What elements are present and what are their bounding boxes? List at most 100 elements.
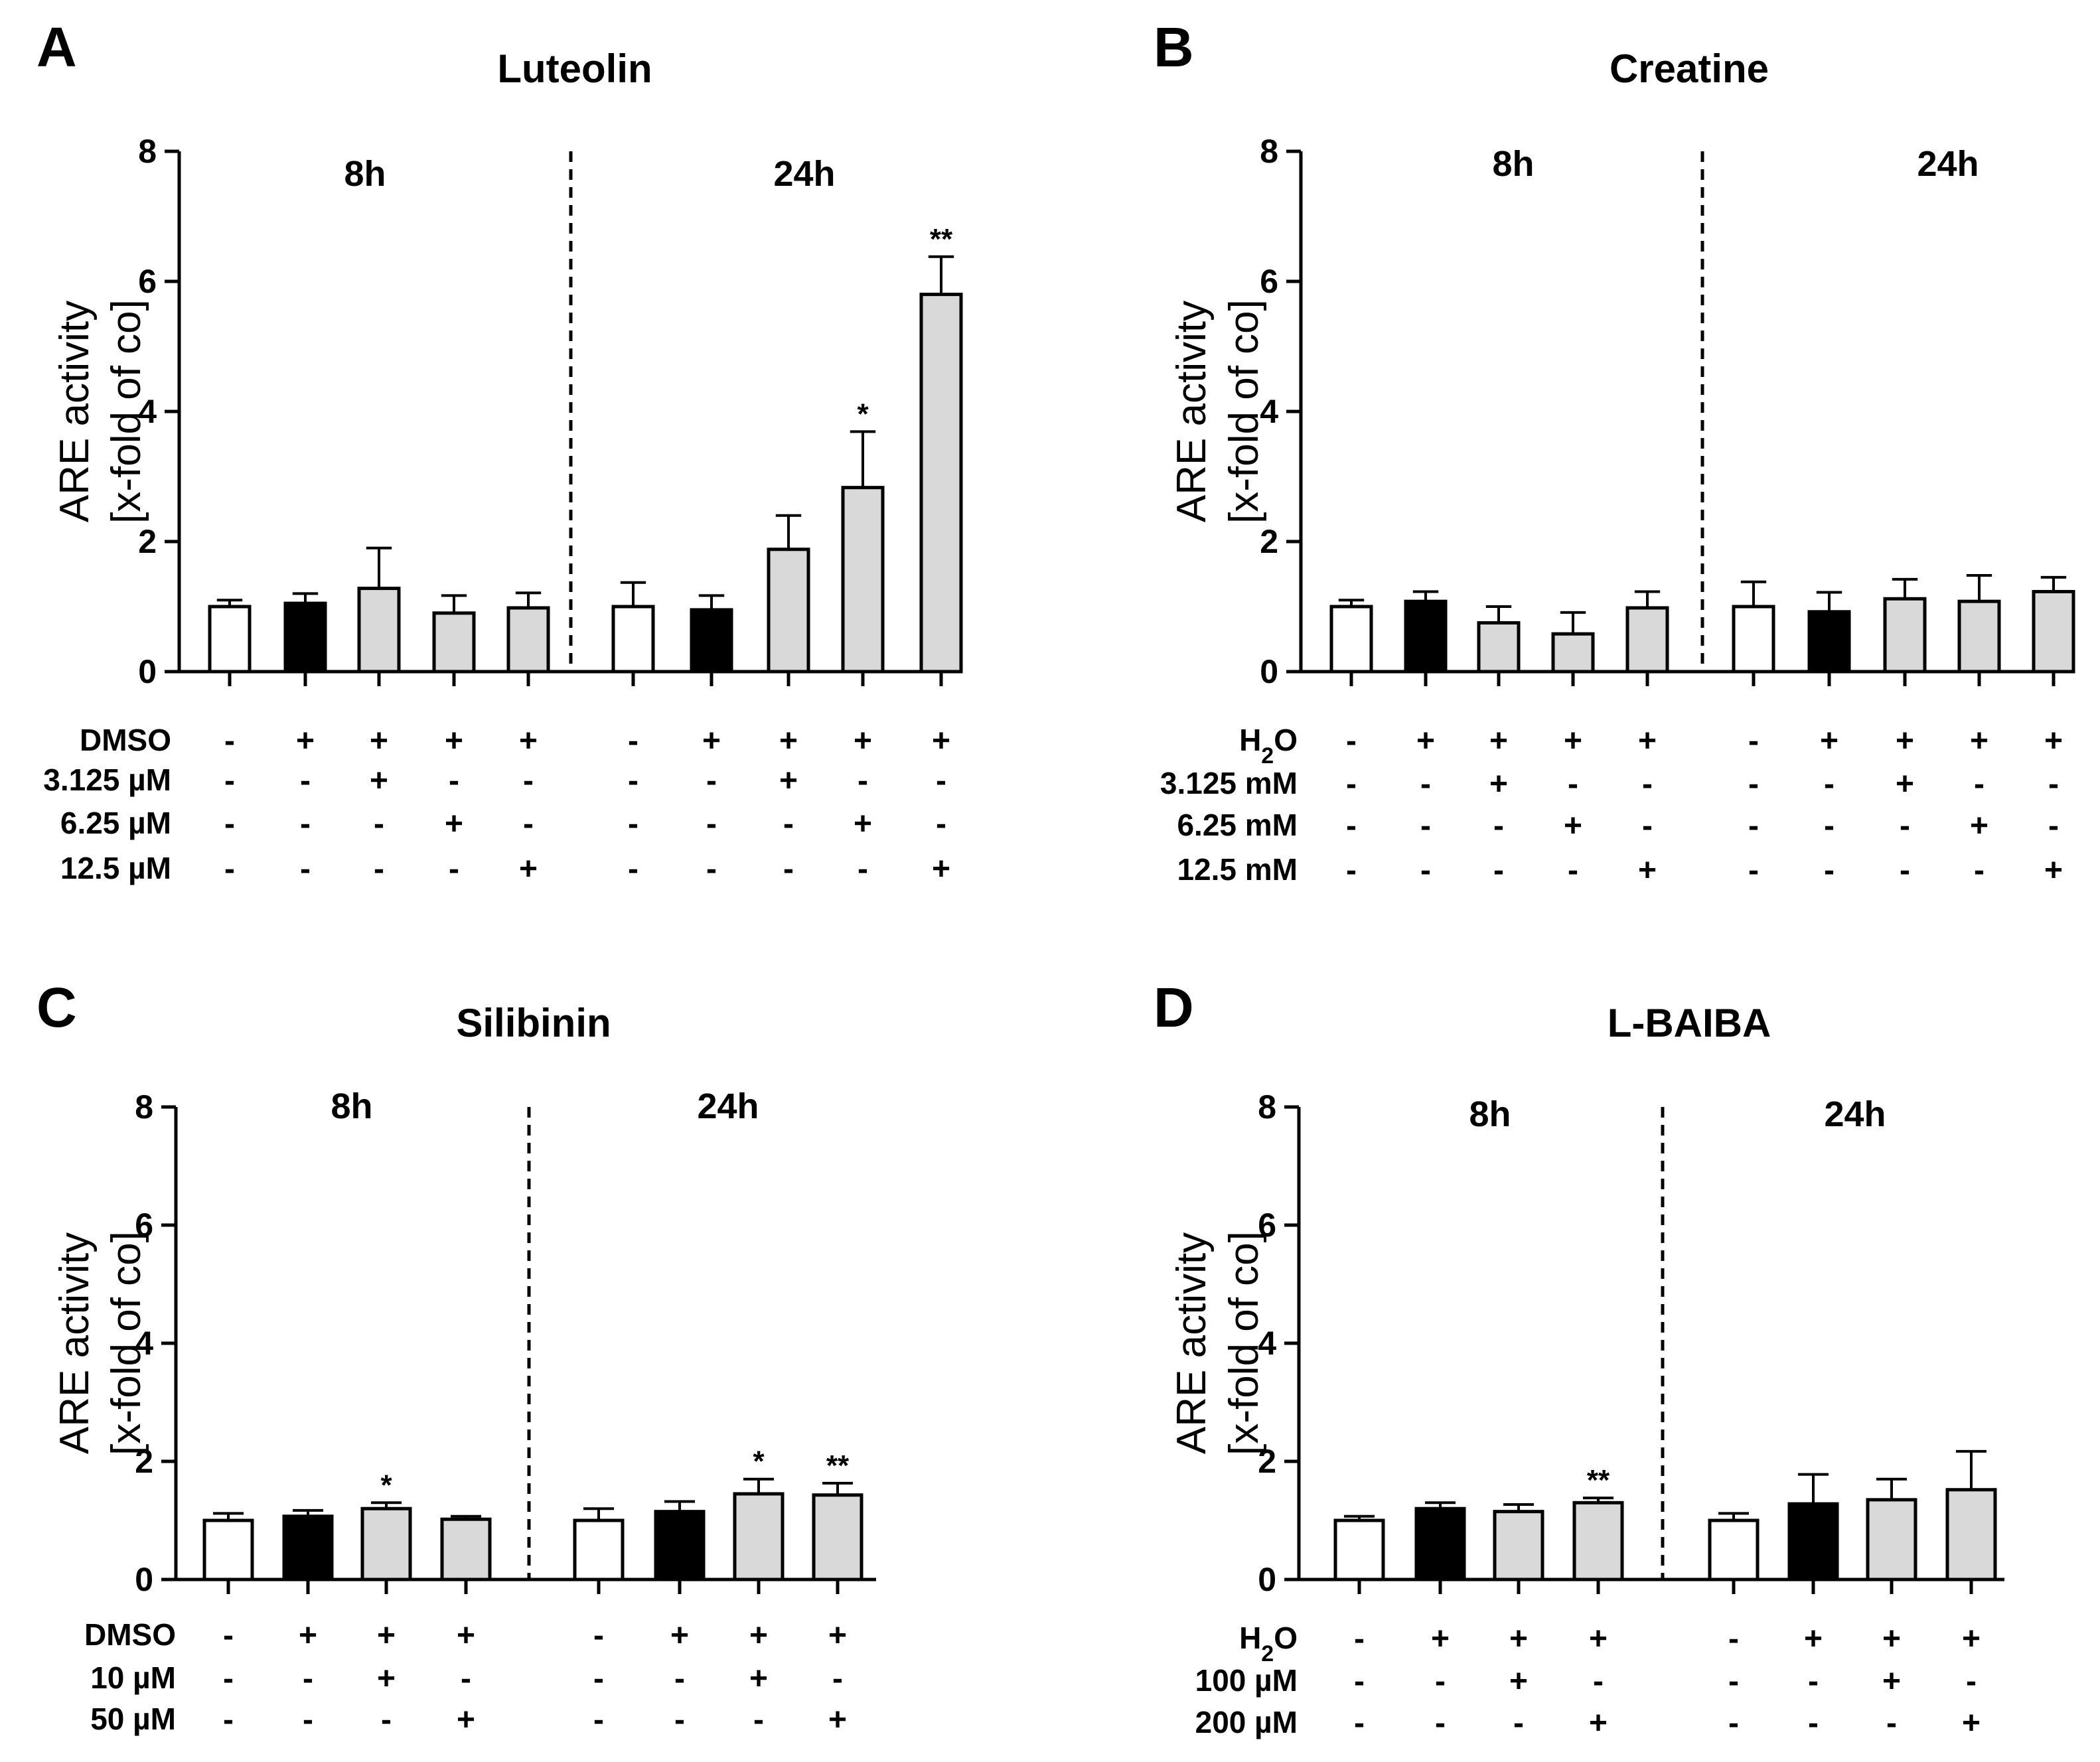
minus-mark: - <box>223 1661 234 1696</box>
minus-mark: - <box>1354 1706 1365 1741</box>
period-label: 24h <box>1824 1094 1886 1134</box>
treatment-name: DMSO <box>84 1617 176 1652</box>
minus-mark: - <box>1435 1664 1446 1699</box>
period-label: 24h <box>697 1086 759 1126</box>
y-tick-label: 0 <box>138 653 157 690</box>
plus-mark: + <box>932 723 950 759</box>
y-tick-label: 0 <box>135 1561 153 1598</box>
plus-mark: + <box>828 1702 847 1737</box>
y-axis-label-units: [x-fold of co] <box>104 1231 149 1455</box>
treatment-name: 50 µM <box>90 1702 176 1736</box>
minus-mark: - <box>1420 767 1431 802</box>
minus-mark: - <box>1808 1664 1819 1699</box>
y-axis-label-units: [x-fold of co] <box>1221 299 1267 524</box>
plus-mark: + <box>1489 767 1508 802</box>
minus-mark: - <box>832 1661 843 1696</box>
plus-mark: + <box>1564 723 1582 759</box>
minus-mark: - <box>706 851 717 887</box>
minus-mark: - <box>706 806 717 842</box>
period-label: 8h <box>344 154 386 194</box>
treatment-name: 6.25 µM <box>60 806 171 840</box>
plus-mark: + <box>445 806 463 842</box>
minus-mark: - <box>224 806 235 842</box>
minus-mark: - <box>1420 853 1431 888</box>
plus-mark: + <box>377 1618 396 1653</box>
panel-letter: C <box>37 976 77 1039</box>
y-tick-label: 4 <box>138 393 157 430</box>
minus-mark: - <box>1435 1706 1446 1741</box>
minus-mark: - <box>706 763 717 798</box>
treatment-row-label: 6.25 µM <box>60 806 171 840</box>
minus-mark: - <box>374 806 384 842</box>
minus-mark: - <box>523 763 534 798</box>
minus-mark: - <box>300 763 311 798</box>
bar <box>1708 1518 1760 1581</box>
treatment-name: 3.125 µM <box>43 763 171 797</box>
minus-mark: - <box>1748 723 1759 759</box>
minus-mark: - <box>858 851 868 887</box>
treatment-name: 200 µM <box>1195 1705 1298 1739</box>
period-label: 24h <box>773 154 835 194</box>
minus-mark: - <box>1974 767 1985 802</box>
minus-mark: - <box>674 1702 685 1737</box>
plus-mark: + <box>749 1661 768 1696</box>
period-label: 24h <box>1917 144 1979 184</box>
minus-mark: - <box>461 1661 471 1696</box>
plus-mark: + <box>1882 1664 1901 1699</box>
bar <box>2032 589 2075 674</box>
plus-mark: + <box>1804 1621 1823 1656</box>
plus-mark: + <box>1564 808 1582 844</box>
bar <box>1551 632 1595 674</box>
minus-mark: - <box>628 851 638 887</box>
minus-mark: - <box>1346 853 1357 888</box>
y-tick-label: 4 <box>1260 393 1278 430</box>
bar <box>1477 621 1521 674</box>
minus-mark: - <box>593 1661 604 1696</box>
plus-mark: + <box>1431 1621 1450 1656</box>
y-tick-label: 6 <box>1258 1207 1276 1244</box>
bar <box>841 486 885 674</box>
minus-mark: - <box>936 806 946 842</box>
bar <box>1572 1501 1624 1581</box>
period-label: 8h <box>331 1086 372 1126</box>
significance-label: ** <box>930 223 953 256</box>
minus-mark: - <box>1568 767 1578 802</box>
plus-mark: + <box>854 723 872 759</box>
y-axis-label-units: [x-fold of co] <box>1221 1231 1267 1455</box>
bar <box>919 293 963 674</box>
bar <box>208 605 252 674</box>
plus-mark: + <box>445 723 463 759</box>
minus-mark: - <box>303 1661 313 1696</box>
plus-mark: + <box>702 723 721 759</box>
plus-mark: + <box>370 723 388 759</box>
y-tick-label: 8 <box>135 1088 153 1126</box>
minus-mark: - <box>223 1702 234 1737</box>
minus-mark: - <box>1346 808 1357 844</box>
minus-mark: - <box>1346 723 1357 759</box>
bar <box>1625 606 1669 674</box>
y-tick-label: 8 <box>1258 1088 1276 1126</box>
treatment-row-label: 200 µM <box>1195 1705 1298 1739</box>
bar <box>611 605 655 674</box>
significance-label: ** <box>1587 1464 1610 1497</box>
minus-mark: - <box>2048 767 2059 802</box>
y-tick-label: 2 <box>1258 1443 1276 1480</box>
minus-mark: - <box>449 763 459 798</box>
plus-mark: + <box>2044 853 2063 888</box>
minus-mark: - <box>1354 1664 1365 1699</box>
minus-mark: - <box>1354 1621 1365 1656</box>
treatment-name-suffix: O <box>1274 723 1298 757</box>
minus-mark: - <box>449 851 459 887</box>
bar <box>1333 1518 1385 1581</box>
bar <box>1866 1498 1917 1581</box>
minus-mark: - <box>1493 853 1504 888</box>
minus-mark: - <box>1642 767 1653 802</box>
minus-mark: - <box>753 1702 764 1737</box>
minus-mark: - <box>224 763 235 798</box>
plus-mark: + <box>1638 853 1657 888</box>
minus-mark: - <box>1728 1706 1739 1741</box>
significance-label: * <box>857 398 869 430</box>
treatment-name: 100 µM <box>1195 1663 1298 1698</box>
period-label: 8h <box>1469 1094 1511 1134</box>
bar <box>1414 1506 1466 1581</box>
